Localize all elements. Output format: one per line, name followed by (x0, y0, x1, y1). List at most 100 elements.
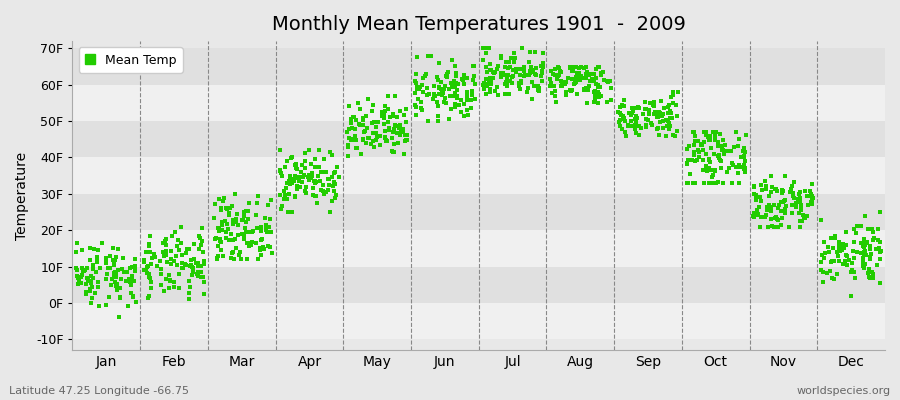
Point (711, 143, 725, 150)
Point (791, 196, 806, 202)
Point (587, 89, 601, 95)
Point (308, 180, 322, 186)
Point (774, 208, 788, 214)
Point (364, 120, 379, 126)
Point (493, 74, 508, 81)
Point (626, 105, 640, 111)
Point (461, 112, 475, 118)
Point (485, 69, 500, 76)
Point (164, 256, 178, 262)
Point (308, 180, 322, 186)
Point (555, 78, 570, 85)
Point (508, 65, 523, 72)
Point (588, 92, 602, 98)
Point (513, 72, 527, 78)
Point (528, 65, 543, 72)
Point (824, 235, 838, 242)
Point (378, 137, 392, 144)
Point (197, 261, 211, 268)
Point (378, 108, 392, 114)
Point (232, 252, 247, 258)
Point (688, 133, 702, 139)
Point (75, 265, 89, 272)
Point (526, 68, 540, 75)
Y-axis label: Temperature: Temperature (15, 152, 29, 240)
Point (652, 132, 667, 138)
Point (230, 211, 245, 218)
Point (328, 195, 342, 202)
Point (409, 71, 423, 78)
Point (137, 267, 151, 274)
Point (108, 269, 122, 276)
Point (546, 71, 561, 77)
Point (167, 279, 182, 286)
Point (569, 74, 583, 80)
Point (579, 75, 593, 82)
Point (820, 270, 834, 276)
Point (777, 198, 791, 205)
Point (625, 110, 639, 116)
Point (724, 148, 739, 154)
Point (518, 72, 533, 78)
Point (91, 247, 105, 253)
Point (386, 110, 400, 117)
Point (845, 260, 859, 266)
Point (483, 79, 498, 85)
Point (299, 184, 313, 190)
Point (776, 188, 790, 194)
Point (117, 269, 131, 276)
Point (834, 246, 849, 253)
Point (289, 160, 303, 167)
Point (698, 150, 713, 157)
Point (192, 246, 206, 252)
Point (449, 70, 464, 76)
Point (245, 239, 259, 246)
Point (863, 275, 878, 282)
Point (544, 80, 559, 86)
Point (460, 75, 474, 82)
Point (163, 278, 177, 284)
Point (254, 228, 268, 234)
Point (445, 83, 459, 90)
Point (221, 212, 236, 218)
Point (94, 240, 109, 246)
Point (858, 261, 872, 268)
Point (248, 211, 263, 218)
Point (858, 213, 872, 219)
Point (304, 175, 319, 181)
Point (746, 191, 760, 198)
Point (344, 136, 358, 143)
Point (739, 132, 753, 138)
Point (75, 272, 89, 278)
Point (464, 96, 478, 103)
Point (104, 282, 118, 288)
Point (421, 118, 436, 124)
Point (261, 242, 275, 249)
Point (662, 123, 677, 130)
Point (758, 178, 772, 185)
Point (432, 60, 446, 66)
Point (715, 147, 729, 154)
Point (588, 95, 602, 102)
Point (137, 259, 151, 266)
Point (523, 68, 537, 74)
Point (558, 81, 572, 88)
Point (827, 258, 842, 264)
Point (288, 165, 302, 171)
Point (762, 202, 777, 208)
Point (501, 72, 516, 79)
Point (570, 91, 584, 97)
Point (589, 81, 603, 87)
Point (158, 238, 172, 244)
Point (124, 276, 139, 282)
Point (760, 223, 775, 230)
Point (319, 189, 333, 196)
Point (523, 69, 537, 76)
Point (543, 76, 557, 82)
Point (454, 109, 468, 116)
Point (109, 254, 123, 260)
Point (849, 230, 863, 236)
Point (440, 69, 454, 75)
Point (854, 250, 868, 256)
Point (663, 110, 678, 116)
